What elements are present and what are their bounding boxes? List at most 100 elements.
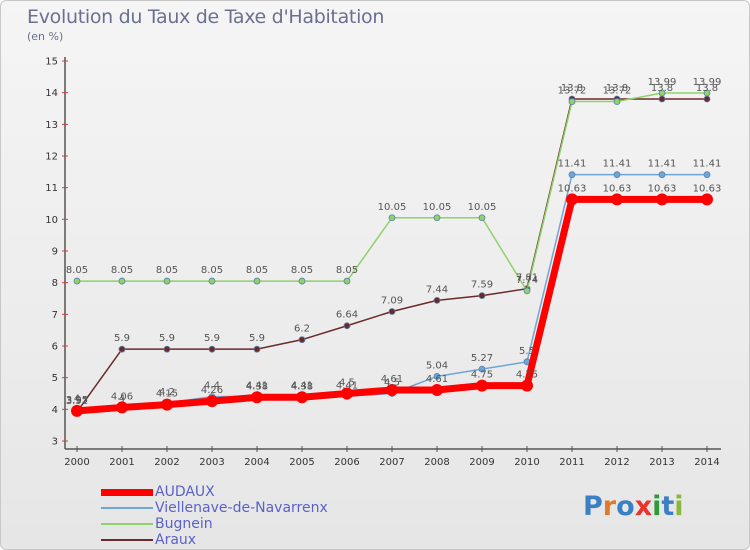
legend-swatch (101, 523, 153, 525)
x-tick-label: 2009 (469, 457, 494, 468)
data-label: 5.9 (114, 333, 130, 344)
x-tick-label: 2014 (694, 457, 719, 468)
x-tick-label: 2006 (334, 457, 359, 468)
data-point (703, 95, 711, 103)
data-label: 13.99 (648, 77, 677, 88)
data-label: 8.05 (156, 265, 178, 276)
data-label: 11.41 (603, 159, 632, 170)
legend-label: Bugnein (155, 516, 213, 532)
x-tick-label: 2007 (379, 457, 404, 468)
data-label: 4.26 (201, 385, 223, 396)
data-label: 10.05 (468, 202, 497, 213)
legend-label: Araux (155, 532, 197, 548)
data-point (208, 345, 216, 353)
data-label: 8.05 (111, 265, 133, 276)
data-point (251, 391, 263, 404)
data-label: 5.9 (249, 333, 265, 344)
data-point (206, 395, 218, 408)
data-point (298, 336, 306, 344)
x-tick-label: 2002 (154, 457, 179, 468)
data-label: 4.5 (339, 378, 355, 389)
data-point (118, 345, 126, 353)
data-label: 4.4 (204, 381, 220, 392)
data-label: 4.2 (159, 387, 175, 398)
data-point (566, 193, 578, 206)
data-point (208, 277, 216, 285)
data-label: 4.38 (291, 381, 313, 392)
legend-swatch (101, 507, 153, 509)
data-label: 13.72 (558, 86, 587, 97)
legend-label: Viellenave-de-Navarrenx (155, 500, 328, 516)
data-point (386, 384, 398, 397)
data-label: 4.5 (384, 378, 400, 389)
data-point (703, 171, 711, 179)
x-tick-label: 2005 (289, 457, 314, 468)
data-label: 10.63 (558, 183, 587, 194)
logo-letter: o (616, 491, 635, 522)
data-label: 7.81 (516, 273, 538, 284)
data-label: 11.41 (693, 159, 722, 170)
x-tick-label: 2010 (514, 457, 539, 468)
data-label: 13.72 (603, 86, 632, 97)
data-label: 8.05 (336, 265, 358, 276)
data-label: 4.06 (111, 391, 133, 402)
x-tick-label: 2003 (199, 457, 224, 468)
data-label: 11.41 (648, 159, 677, 170)
data-point (478, 365, 486, 373)
data-point (478, 214, 486, 222)
data-label: 5.9 (159, 333, 175, 344)
data-point (71, 404, 83, 417)
data-label: 5.04 (426, 360, 448, 371)
data-label: 13.8 (606, 83, 628, 94)
logo-letter: i (674, 491, 684, 522)
data-label: 5.9 (204, 333, 220, 344)
data-point (701, 193, 713, 206)
data-label: 4.75 (516, 370, 538, 381)
data-point (568, 98, 576, 105)
chart-title: Evolution du Taux de Taxe d'Habitation (27, 6, 385, 28)
data-point (433, 296, 441, 304)
x-tick-label: 2011 (559, 457, 584, 468)
data-label: 13.8 (651, 83, 673, 94)
data-label: 11.41 (558, 159, 587, 170)
data-label: 8.05 (291, 265, 313, 276)
data-point (656, 193, 668, 206)
data-point (568, 171, 576, 179)
data-point (703, 89, 711, 97)
data-label: 4.41 (336, 380, 358, 391)
data-label: 10.05 (378, 202, 407, 213)
y-tick-label: 15 (45, 57, 58, 68)
data-point (116, 401, 128, 414)
data-point (343, 277, 351, 285)
chart-subtitle: (en %) (27, 30, 64, 43)
data-label: 4 (74, 393, 80, 404)
y-tick-label: 10 (45, 215, 58, 226)
data-point (296, 391, 308, 404)
data-label: 13.99 (693, 77, 722, 88)
data-point (658, 171, 666, 179)
data-label: 7.59 (471, 280, 493, 291)
data-point (163, 277, 171, 285)
data-point (613, 171, 621, 179)
data-label: 3.95 (66, 395, 88, 406)
data-point (611, 193, 623, 206)
data-label: 4.61 (381, 374, 403, 385)
data-point (388, 308, 396, 315)
data-label: 4.38 (246, 381, 268, 392)
logo-letter: P (583, 491, 603, 522)
data-point (388, 214, 396, 222)
x-tick-label: 2001 (109, 457, 134, 468)
data-label: 4.75 (471, 370, 493, 381)
x-tick-label: 2013 (649, 457, 674, 468)
data-point (521, 379, 533, 392)
data-point (431, 384, 443, 397)
data-label: 4.61 (426, 374, 448, 385)
y-tick-label: 8 (52, 278, 58, 289)
data-label: 3.92 (66, 396, 88, 407)
y-tick-label: 7 (52, 310, 58, 321)
data-label: 8.05 (201, 265, 223, 276)
data-point (433, 214, 441, 222)
data-label: 8.05 (246, 265, 268, 276)
